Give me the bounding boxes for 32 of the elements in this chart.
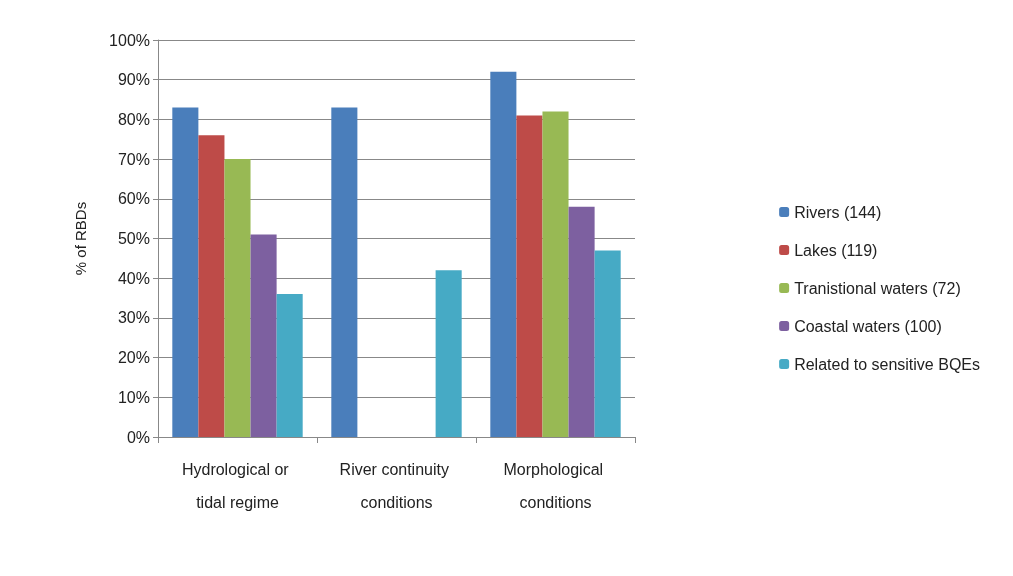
bar: [198, 135, 225, 437]
legend-label: Rivers (144): [794, 203, 882, 221]
y-tick-label: 70%: [117, 150, 150, 168]
bar: [250, 234, 277, 437]
y-tick-label: 20%: [117, 349, 150, 367]
y-tick-label: 80%: [117, 110, 150, 128]
legend-label: Tranistional waters (72): [794, 279, 961, 297]
x-tick-label: River continuity conditions: [339, 461, 454, 511]
y-tick-label: 0%: [126, 428, 150, 446]
legend-label: Coastal waters (100): [794, 317, 942, 335]
legend-label: Related to sensitive BQEs: [794, 355, 981, 373]
y-tick-label: 100%: [109, 31, 150, 49]
y-tick-label: 10%: [117, 388, 150, 406]
bar: [276, 294, 303, 437]
bar: [435, 270, 462, 437]
bar: [516, 115, 543, 437]
bar: [568, 206, 595, 437]
bar: [490, 71, 517, 437]
y-tick-label: 40%: [117, 269, 150, 287]
y-tick-label: 50%: [117, 230, 150, 247]
y-tick-label: 90%: [117, 71, 150, 89]
bar: [172, 107, 199, 437]
y-axis-title: % of RBDs: [72, 201, 89, 276]
bar: [594, 250, 621, 437]
bar: [224, 159, 251, 437]
bar: [331, 107, 358, 437]
bar: [542, 111, 569, 437]
legend-label: Lakes (119): [794, 241, 878, 259]
y-tick-label: 30%: [117, 309, 150, 327]
x-tick-label: Morphological conditions: [503, 461, 608, 511]
x-tick-label: Hydrological or tidal regime: [181, 461, 294, 511]
y-tick-label: 60%: [117, 190, 150, 208]
